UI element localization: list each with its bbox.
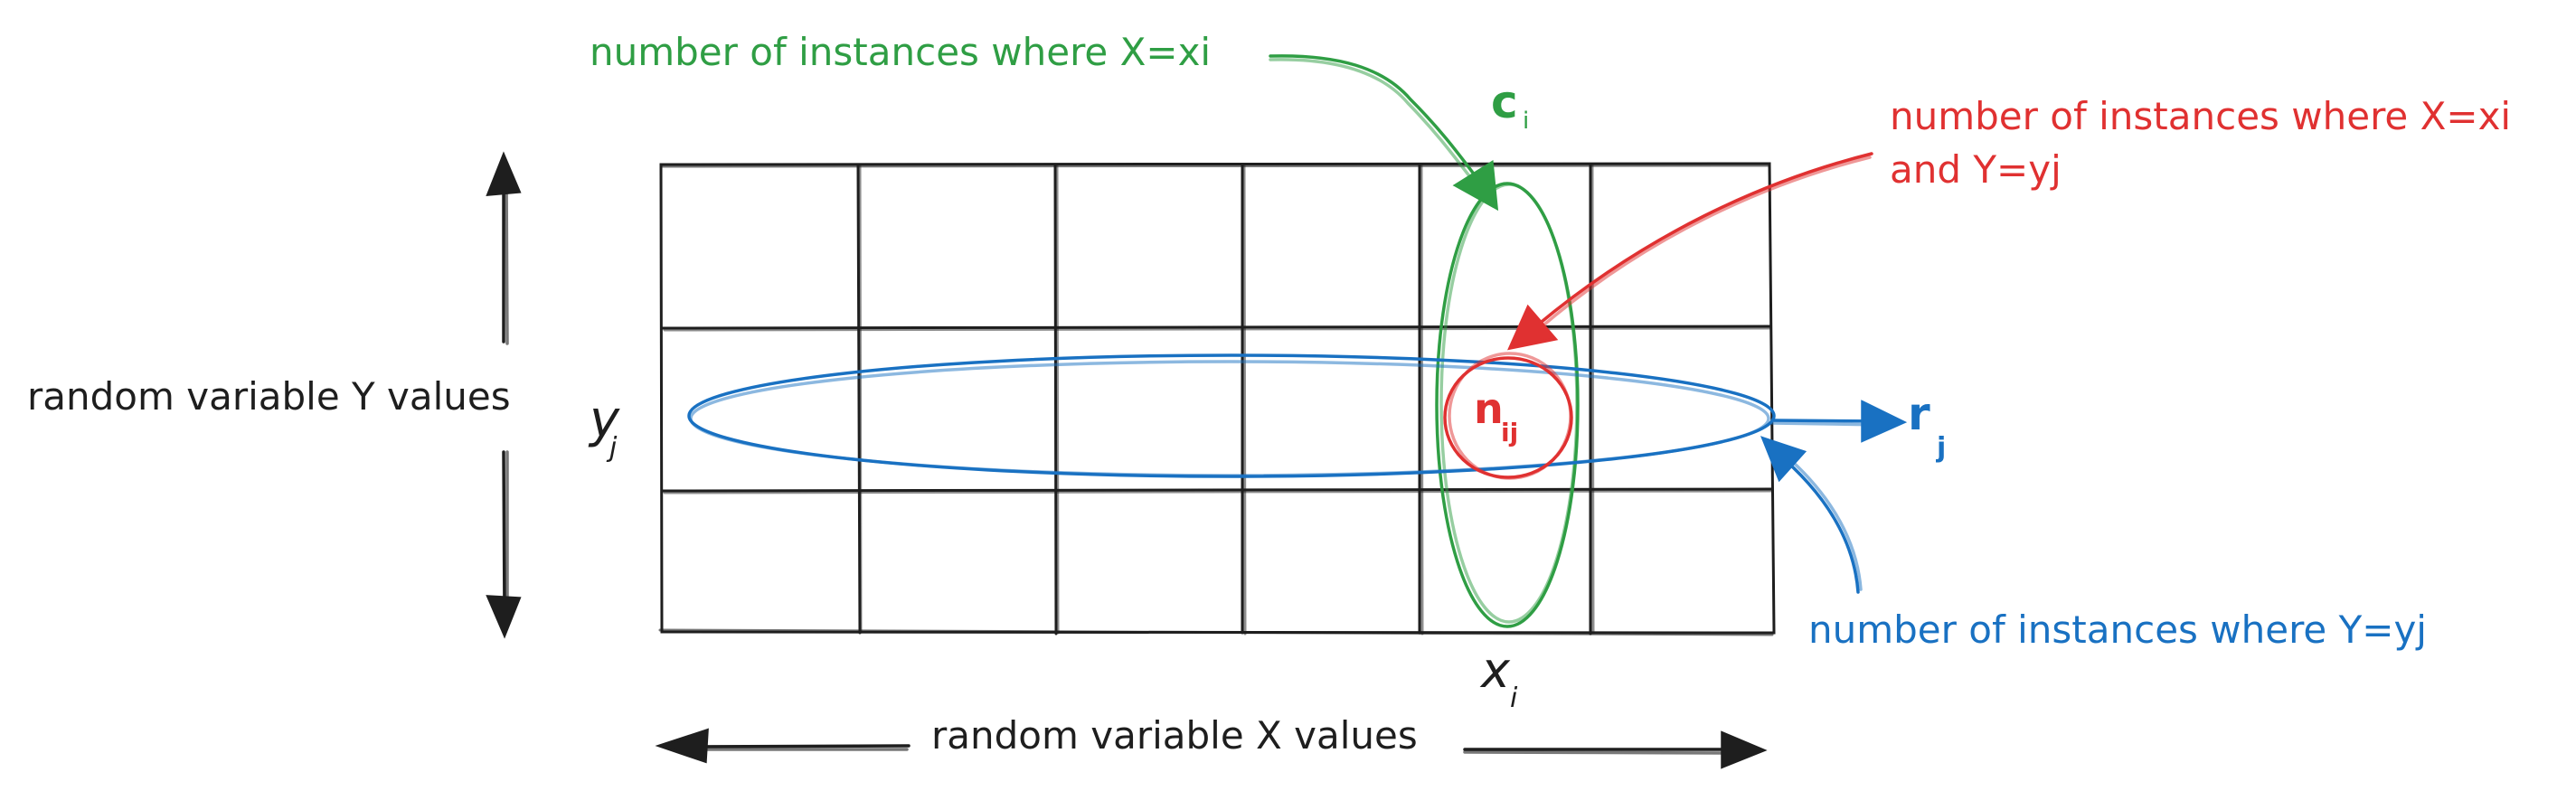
grid-row-line [661,325,1772,330]
y-axis-label: random variable Y values [27,374,511,419]
green-annotation: number of instances where X=xi [590,30,1211,74]
svg-text:ij: ij [1501,418,1518,447]
svg-text:n: n [1474,384,1504,433]
blue-annotation: number of instances where Y=yj [1808,607,2427,652]
grid-row-line [661,487,1774,493]
r-j-arrow [1770,400,1908,443]
c-i-label: c i [1491,76,1529,135]
contingency-grid [658,162,1776,636]
grid-col-line [1053,164,1058,636]
red-annotation-arrow [1507,152,1873,351]
column-ellipse [1435,182,1580,628]
svg-text:x: x [1479,642,1511,699]
n-ij-label: n ij [1474,384,1518,447]
y-axis-arrow [486,151,522,639]
svg-text:r: r [1908,388,1930,440]
svg-text:i: i [1523,108,1529,135]
svg-text:c: c [1491,76,1518,128]
svg-text:j: j [1936,432,1946,464]
svg-text:j: j [606,432,618,464]
x-i-label: x i [1479,642,1518,714]
x-axis-label: random variable X values [931,713,1418,758]
x-axis-arrow [655,728,1768,769]
grid-outer-border [659,162,1776,635]
red-annotation-line1: number of instances where X=xi [1890,94,2511,138]
blue-annotation-arrow [1760,436,1863,594]
green-annotation-arrow [1269,54,1499,212]
row-ellipse [687,353,1776,478]
svg-text:i: i [1510,683,1518,714]
svg-text:y: y [588,391,620,449]
cell-circle [1443,352,1573,480]
r-j-label: r j [1908,388,1946,464]
red-annotation-line2: and Y=yj [1890,147,2062,192]
y-j-label: y j [588,391,620,464]
